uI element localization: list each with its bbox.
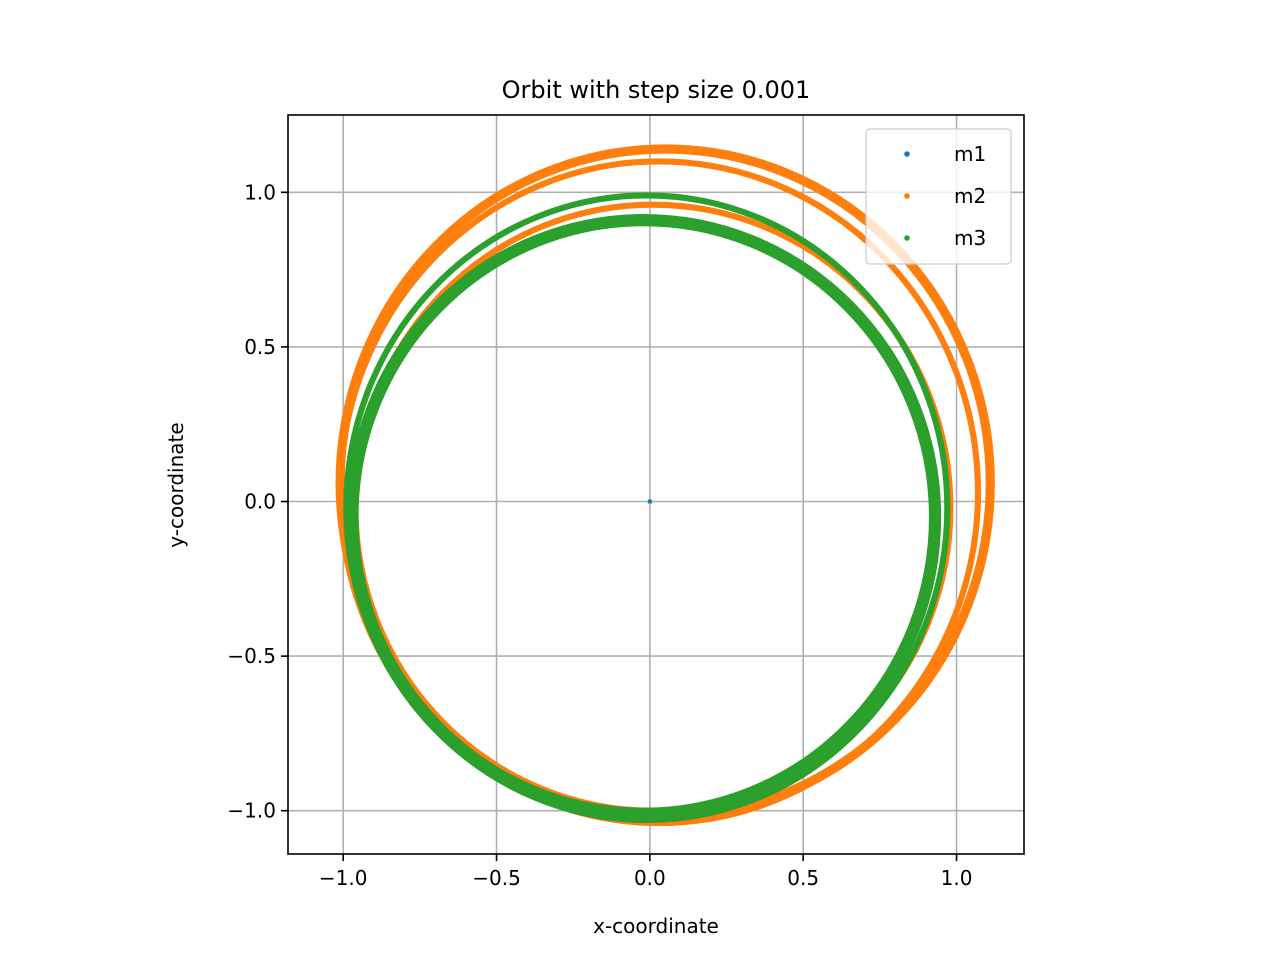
y-tick-label: −1.0 bbox=[227, 799, 276, 823]
x-tick-label: 1.0 bbox=[941, 866, 973, 890]
y-tick-label: 0.5 bbox=[244, 335, 276, 359]
legend-marker-m1 bbox=[904, 151, 910, 157]
y-tick-label: −0.5 bbox=[227, 644, 276, 668]
legend-box bbox=[865, 128, 1012, 265]
y-axis-label: y-coordinate bbox=[164, 422, 188, 547]
legend-label-m3: m3 bbox=[954, 226, 986, 250]
x-axis-label: x-coordinate bbox=[593, 914, 719, 938]
x-tick-label: −0.5 bbox=[472, 866, 521, 890]
legend-label-m1: m1 bbox=[954, 142, 986, 166]
y-tick-label: 1.0 bbox=[244, 180, 276, 204]
y-tick-label: 0.0 bbox=[244, 490, 276, 514]
plot-frame bbox=[287, 114, 1025, 855]
legend: m1 m2 m3 bbox=[865, 128, 1012, 265]
data-layer bbox=[335, 144, 995, 827]
legend-marker-m3 bbox=[904, 235, 910, 241]
chart-title: Orbit with step size 0.001 bbox=[502, 76, 811, 104]
legend-label-m2: m2 bbox=[954, 184, 986, 208]
axis-ticks: −1.0 −0.5 0.0 0.5 1.0 −1.0 −0.5 0.0 0.5 1.0 bbox=[227, 180, 972, 890]
x-tick-label: 0.5 bbox=[787, 866, 819, 890]
m2-orbit-ring-1 bbox=[337, 158, 982, 827]
legend-marker-m2 bbox=[904, 193, 910, 199]
m1-point-0 bbox=[646, 498, 653, 505]
x-tick-label: −1.0 bbox=[319, 866, 368, 890]
m3-orbit-ring-1 bbox=[346, 213, 942, 820]
x-tick-label: 0.0 bbox=[634, 866, 666, 890]
m3-orbit-ring-0 bbox=[343, 192, 951, 824]
